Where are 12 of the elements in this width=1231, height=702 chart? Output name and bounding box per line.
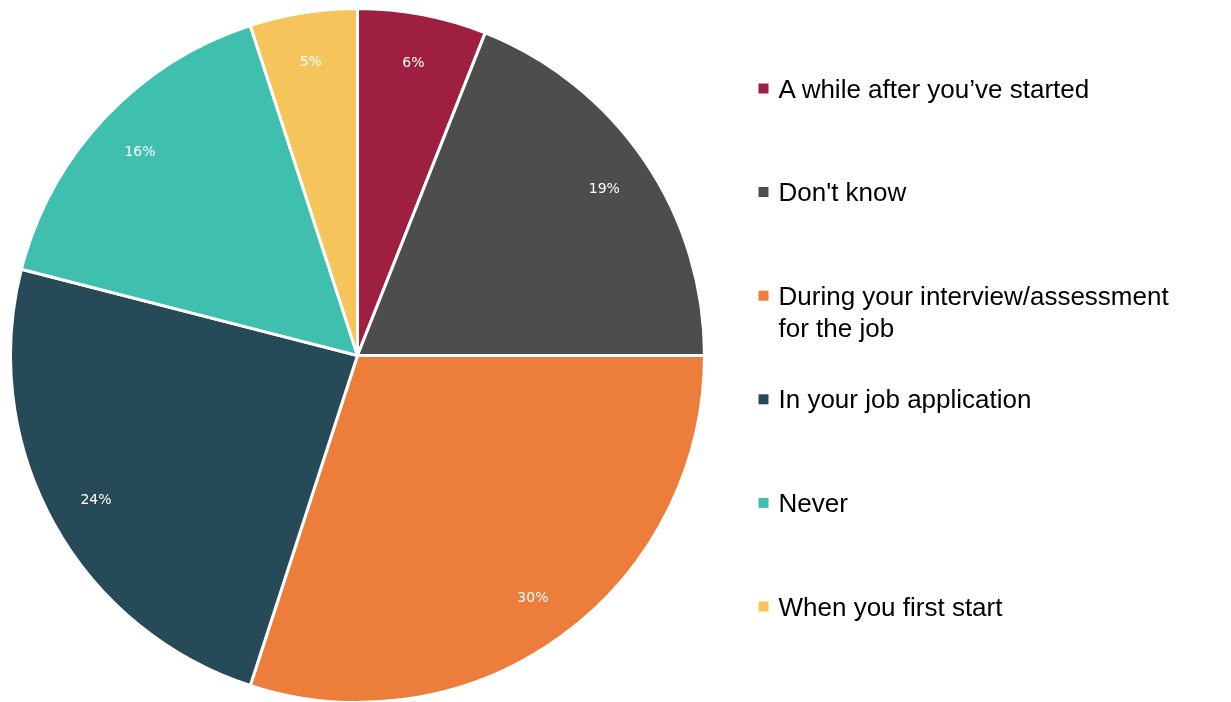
data-label: 19%: [588, 179, 620, 196]
legend-label: Never: [778, 487, 849, 518]
data-label: 6%: [402, 54, 425, 71]
data-label: 30%: [517, 588, 549, 605]
legend-label: Don't know: [778, 177, 907, 208]
legend-label: In your job application: [778, 384, 1032, 415]
data-label: 16%: [124, 143, 156, 160]
data-label: 5%: [299, 52, 322, 69]
legend-label: A while after you’ve started: [778, 73, 1090, 104]
data-label: 24%: [80, 491, 112, 508]
legend-label: When you first start: [778, 591, 1004, 622]
legend-label: During your interview/assessment for the job: [778, 280, 1170, 343]
